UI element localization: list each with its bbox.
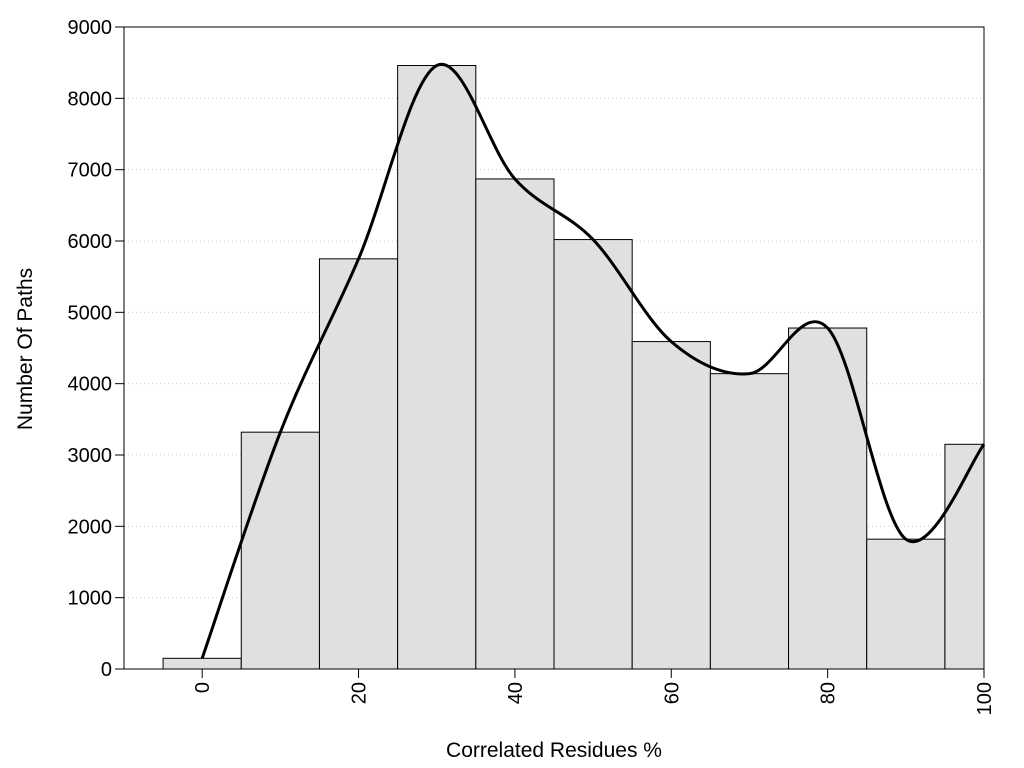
- bar-40: [475, 178, 555, 670]
- y-tick-label-3000: 3000: [68, 445, 113, 467]
- plot-frame: [123, 26, 985, 670]
- bars: [162, 65, 985, 670]
- bar-10: [240, 431, 320, 670]
- bar-20: [318, 258, 399, 670]
- y-axis-title: Number Of Paths: [14, 268, 37, 430]
- x-tick-label-0: 0: [192, 682, 214, 693]
- bar-60: [631, 341, 711, 670]
- y-tick-label-4000: 4000: [68, 374, 113, 396]
- y-tick-label-6000: 6000: [68, 231, 113, 253]
- x-tick-label-40: 40: [505, 682, 527, 704]
- axis-ticks: 0 1000 2000 3000 4000 5000 6000 7000 8000 9000 0 20…: [68, 17, 997, 715]
- bar-80: [788, 327, 868, 670]
- bar-70: [709, 373, 790, 670]
- trend-curve: [200, 62, 986, 659]
- y-tick-label-1000: 1000: [68, 588, 113, 610]
- y-tick-label-2000: 2000: [68, 516, 113, 538]
- y-tick-label-5000: 5000: [68, 302, 113, 324]
- x-tick-label-100: 100: [974, 682, 996, 715]
- bar-0: [162, 657, 242, 670]
- y-tick-label-0: 0: [101, 659, 112, 681]
- bar-30: [397, 65, 477, 670]
- x-tick-label-20: 20: [349, 682, 371, 704]
- y-tick-label-7000: 7000: [68, 160, 113, 182]
- x-tick-label-80: 80: [818, 682, 840, 704]
- x-tick-label-60: 60: [661, 682, 683, 704]
- x-axis-title: Correlated Residues %: [446, 739, 662, 762]
- y-tick-label-8000: 8000: [68, 88, 113, 110]
- y-tick-label-9000: 9000: [68, 17, 113, 39]
- trend-curve-line: [200, 62, 986, 659]
- bar-90: [866, 538, 946, 670]
- bar-50: [553, 239, 633, 670]
